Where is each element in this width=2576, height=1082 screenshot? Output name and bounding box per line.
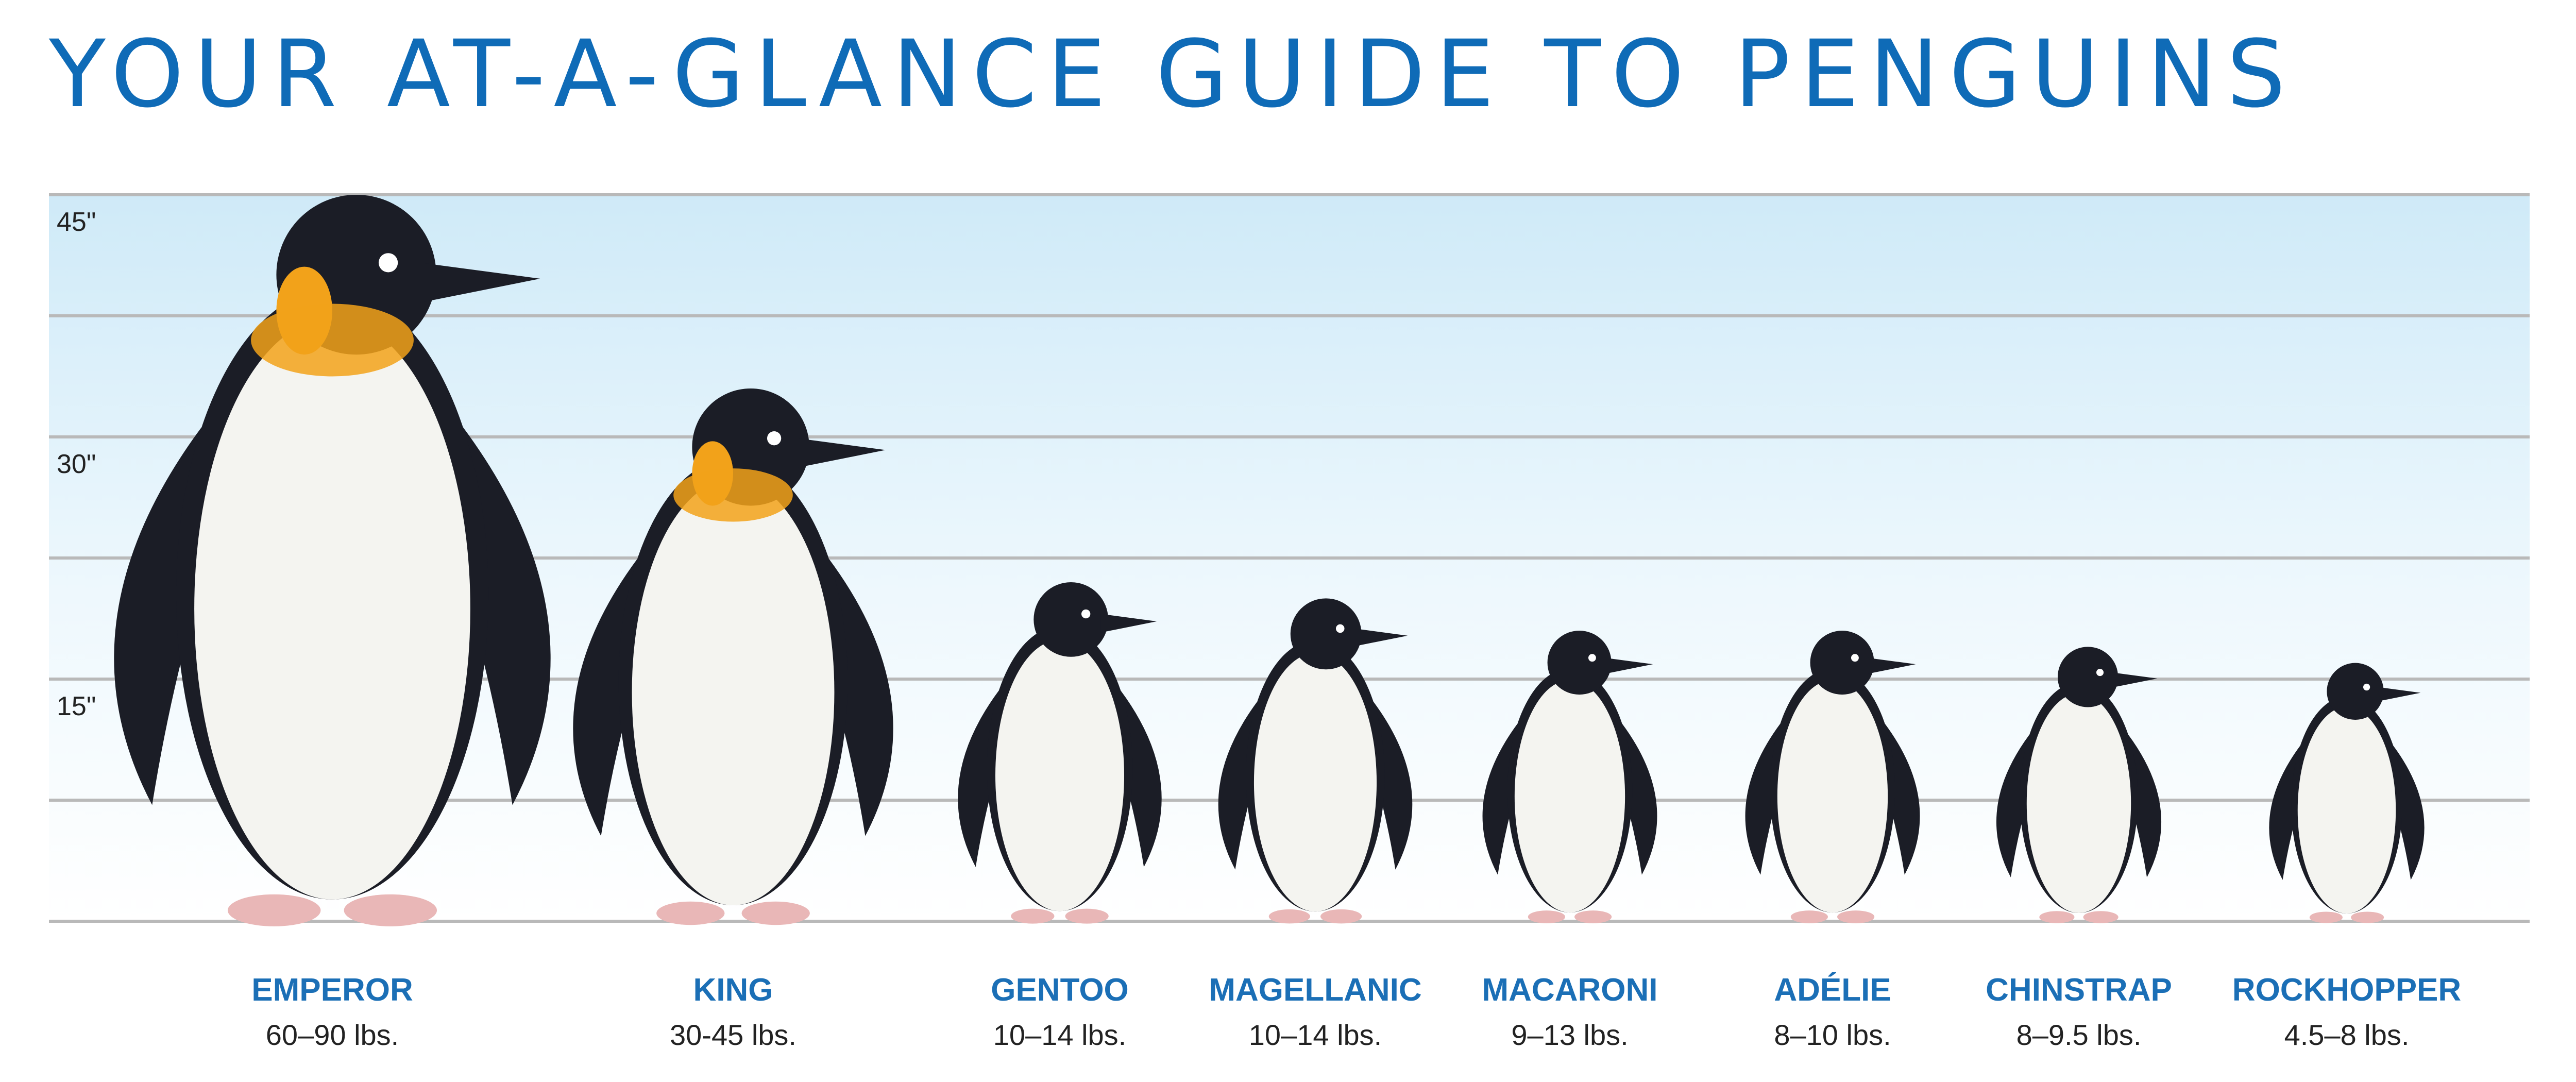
species-label: CHINSTRAP xyxy=(1986,972,2172,1008)
weight-label: 60–90 lbs. xyxy=(266,1019,399,1051)
weight-label: 8–10 lbs. xyxy=(1774,1019,1891,1051)
species-label: MACARONI xyxy=(1482,972,1658,1008)
y-tick-label: 30" xyxy=(57,449,96,479)
emperor-penguin-icon xyxy=(114,194,551,926)
weight-label: 8–9.5 lbs. xyxy=(2016,1019,2142,1051)
weight-label: 30-45 lbs. xyxy=(670,1019,796,1051)
species-label: GENTOO xyxy=(991,972,1129,1008)
rockhopper-penguin-icon xyxy=(2269,663,2425,923)
species-label: ROCKHOPPER xyxy=(2232,972,2461,1008)
y-axis-ticks: 45" 30" 15" xyxy=(57,207,96,721)
king-penguin-icon xyxy=(573,388,893,925)
penguin-marks xyxy=(114,194,2425,926)
weight-label: 10–14 lbs. xyxy=(1249,1019,1382,1051)
page-title: YOUR AT-A-GLANCE GUIDE TO PENGUINS xyxy=(49,21,2296,128)
magellanic-penguin-icon xyxy=(1218,598,1413,924)
y-tick-label: 45" xyxy=(57,207,96,237)
chinstrap-penguin-icon xyxy=(1996,647,2162,923)
y-tick-label: 15" xyxy=(57,691,96,721)
species-label: ADÉLIE xyxy=(1774,972,1891,1008)
adelie-penguin-icon xyxy=(1745,631,1920,923)
category-labels: EMPEROR 60–90 lbs. KING 30-45 lbs. GENTOO 10–… xyxy=(251,972,2461,1051)
species-label: EMPEROR xyxy=(251,972,413,1008)
gentoo-penguin-icon xyxy=(958,582,1162,924)
macaroni-penguin-icon xyxy=(1482,631,1657,923)
weight-label: 9–13 lbs. xyxy=(1511,1019,1628,1051)
species-label: KING xyxy=(693,972,773,1008)
species-label: MAGELLANIC xyxy=(1209,972,1421,1008)
weight-label: 10–14 lbs. xyxy=(993,1019,1126,1051)
weight-label: 4.5–8 lbs. xyxy=(2284,1019,2410,1051)
